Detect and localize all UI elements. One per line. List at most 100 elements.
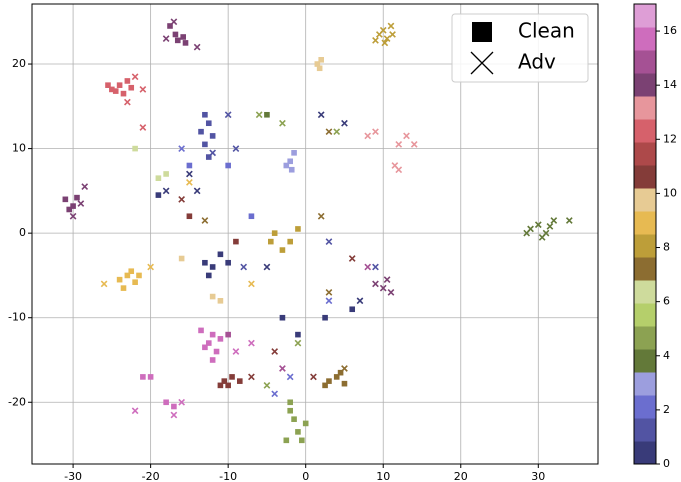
point (178, 195, 186, 203)
point (288, 166, 295, 173)
plot-frame (31, 3, 599, 465)
colorbar-band (634, 372, 656, 396)
point (62, 196, 69, 203)
point (263, 381, 271, 389)
point (271, 230, 278, 236)
point (295, 226, 301, 232)
colorbar-tick-label: 6 (663, 295, 670, 308)
point (379, 284, 387, 292)
point (279, 247, 286, 253)
point (131, 73, 139, 81)
point (325, 288, 333, 296)
point (128, 268, 135, 275)
point (186, 213, 193, 220)
colorbar-band (634, 96, 656, 120)
point (112, 88, 119, 94)
point (202, 259, 208, 266)
colorbar-tick-label: 16 (663, 24, 677, 37)
point (348, 255, 356, 262)
point (291, 150, 297, 156)
colorbar-band (634, 395, 656, 419)
point (383, 276, 391, 284)
point (178, 398, 186, 406)
x-tick-label: 20 (454, 470, 468, 482)
point (310, 373, 317, 381)
point (100, 280, 108, 288)
point (198, 327, 204, 334)
point (322, 382, 328, 389)
point (205, 154, 212, 160)
point (74, 194, 80, 201)
point (403, 132, 410, 140)
colorbar-band (634, 50, 656, 74)
point (317, 212, 325, 220)
point (225, 259, 231, 266)
point (240, 263, 248, 271)
legend-label: Clean (518, 19, 575, 43)
point (209, 264, 216, 270)
point (193, 187, 201, 195)
colorbar-band (634, 303, 656, 327)
point (248, 280, 255, 288)
colorbar-band (634, 188, 656, 212)
point (182, 40, 189, 46)
point (395, 166, 403, 174)
point (387, 288, 395, 296)
y-tick-label: 0 (19, 226, 26, 239)
point (325, 238, 333, 245)
point (147, 263, 154, 271)
point (383, 35, 391, 43)
colorbar-band (634, 165, 656, 189)
point (302, 420, 309, 427)
point (170, 18, 178, 26)
colorbar-band (634, 119, 656, 143)
point (287, 407, 293, 414)
colorbar-tick-label: 12 (663, 132, 677, 145)
point (163, 399, 169, 406)
colorbar-tick-label: 4 (663, 349, 670, 362)
point (295, 331, 301, 338)
point (124, 78, 131, 84)
point (217, 336, 224, 342)
point (279, 314, 286, 321)
point (171, 403, 177, 410)
point (109, 86, 115, 93)
point (233, 238, 239, 245)
point (128, 84, 135, 91)
point (225, 382, 231, 389)
point (139, 124, 147, 131)
point (538, 234, 546, 241)
colorbar-tick-label: 0 (663, 457, 670, 470)
point (131, 407, 139, 415)
point (364, 132, 372, 140)
point (163, 171, 169, 177)
colorbar-tick-label: 2 (663, 403, 670, 416)
point (202, 141, 208, 148)
point (372, 128, 379, 136)
point (132, 145, 138, 152)
point (410, 141, 418, 148)
point (217, 251, 224, 258)
point (291, 416, 297, 422)
point (318, 57, 325, 63)
point (81, 183, 89, 191)
point (66, 206, 73, 213)
colorbar-band (634, 326, 656, 350)
point (202, 111, 208, 118)
y-tick-label: 20 (12, 57, 26, 70)
point (180, 34, 186, 40)
point (248, 213, 255, 220)
point (77, 200, 85, 207)
point (120, 90, 127, 97)
point (287, 158, 293, 165)
point (248, 339, 255, 347)
point (356, 297, 364, 305)
point (389, 31, 396, 38)
y-tick-label: 10 (12, 142, 26, 155)
x-tick-label: -20 (142, 470, 160, 482)
point (193, 43, 201, 51)
point (279, 119, 286, 127)
point (201, 217, 209, 224)
point (341, 380, 348, 387)
colorbar-band (634, 211, 656, 235)
